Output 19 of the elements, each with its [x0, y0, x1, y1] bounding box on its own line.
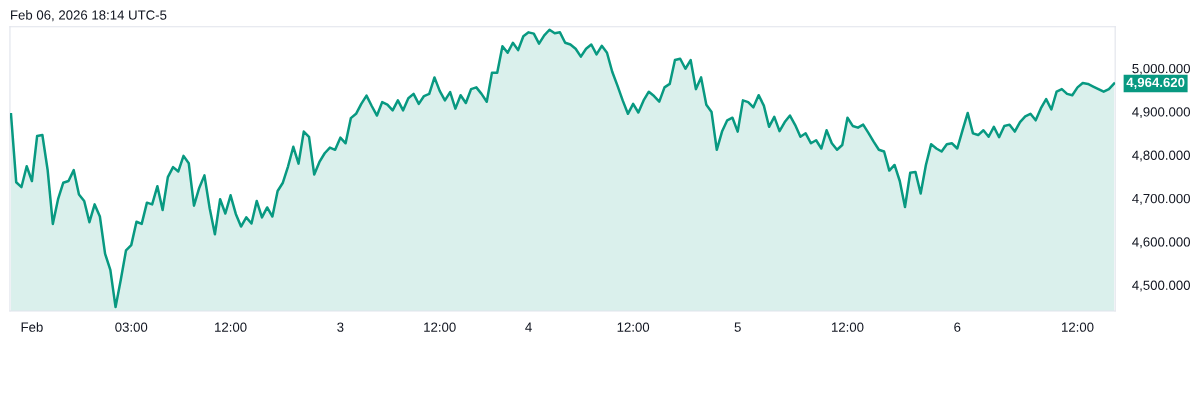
y-tick-label: 5,000.000	[1132, 63, 1191, 75]
y-tick-label: 4,500.000	[1132, 280, 1191, 292]
x-tick-label: 12:00	[1062, 322, 1094, 332]
x-tick-label: 6	[954, 322, 961, 332]
y-tick-label: 4,600.000	[1132, 237, 1191, 249]
y-tick-label: 4,900.000	[1132, 107, 1191, 119]
text: Feb 06, 2026 18:14 UTC-5	[11, 10, 167, 22]
x-tick-label: 5	[734, 322, 741, 332]
y-tick-label: 4,800.000	[1132, 150, 1191, 162]
x-tick-label: 12:00	[617, 322, 650, 332]
x-tick-label: 3	[337, 322, 344, 332]
x-tick-label: 03:00	[115, 322, 148, 332]
x-tick-label: 4	[525, 322, 532, 332]
text: 4,964.620	[1126, 77, 1185, 89]
x-tick-label: 12:00	[831, 322, 864, 332]
x-tick-label: 12:00	[424, 322, 456, 332]
x-tick-label: 12:00	[215, 322, 247, 332]
y-tick-label: 4,700.000	[1132, 193, 1191, 205]
x-tick-label: Feb	[21, 322, 43, 332]
